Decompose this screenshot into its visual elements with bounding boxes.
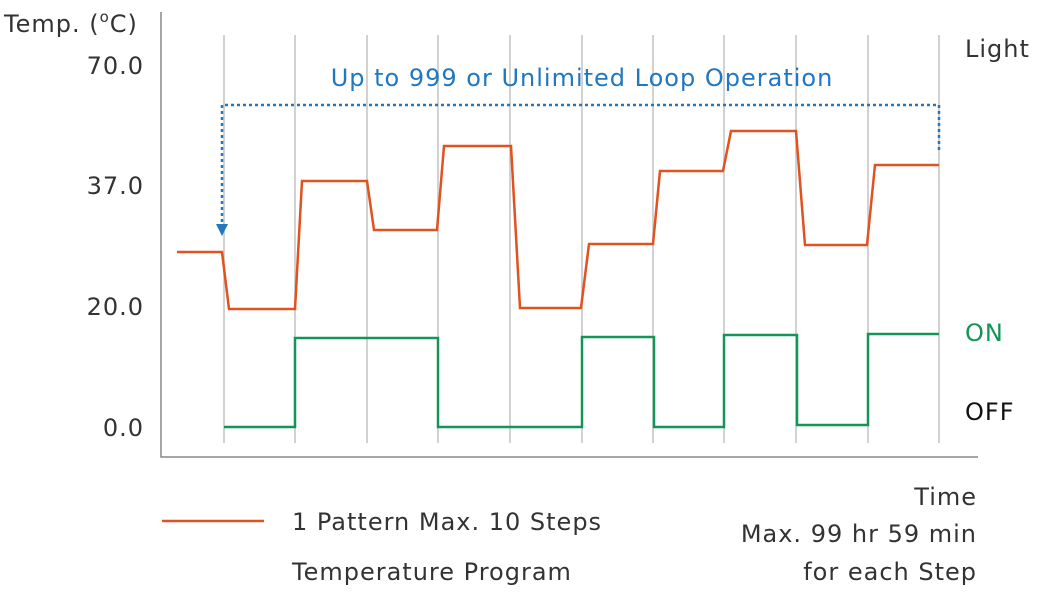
light-on: ON [965, 319, 1004, 347]
time-note: Max. 99 hr 59 min [741, 520, 977, 548]
loop-arrow [220, 103, 941, 226]
axes [160, 12, 978, 458]
time-note: Time [913, 483, 977, 511]
y-tick-label: 37.0 [87, 172, 144, 200]
light-title: Light [965, 35, 1030, 63]
time-note: for each Step [803, 558, 977, 586]
legend-text: Temperature Program [291, 558, 572, 586]
light-line [224, 332, 939, 429]
y-tick-label: 70.0 [87, 52, 144, 80]
temperature-line [177, 129, 939, 311]
loop-annotation: Up to 999 or Unlimited Loop Operation [331, 64, 834, 92]
y-tick-label: 20.0 [87, 293, 144, 321]
loop-arrowhead [216, 224, 228, 236]
light-off: OFF [965, 398, 1015, 426]
legend-text: 1 Pattern Max. 10 Steps [292, 508, 602, 536]
y-tick-label: 0.0 [103, 414, 144, 442]
y-axis-label: Temp. (oC) [3, 8, 138, 38]
